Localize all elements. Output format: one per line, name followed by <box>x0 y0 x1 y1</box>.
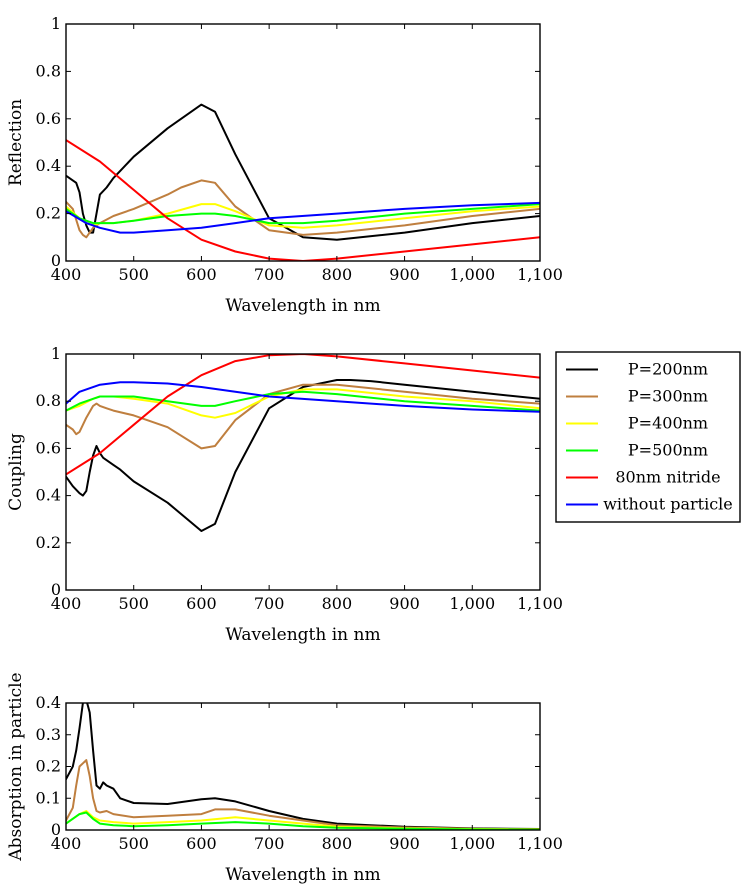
coupling-series-group <box>66 354 540 532</box>
chart-absorption: 400 500 600 700 800 900 1,000 1,100 0 0.1 0.2 0.3 0.… <box>6 672 563 885</box>
absorption-y-axis-label: Absorption in particle <box>6 672 26 861</box>
absorption-series-p-200nm <box>66 703 540 830</box>
legend-label-p-200nm: P=200nm <box>628 360 708 379</box>
absorption-y-tick-label: 0.1 <box>36 788 61 807</box>
absorption-x-tick-label: 900 <box>389 834 420 853</box>
coupling-x-tick-label: 1,100 <box>517 594 563 613</box>
coupling-series-p-400nm <box>66 388 540 419</box>
coupling-y-tick-label: 0.6 <box>36 438 61 457</box>
legend-box <box>555 351 741 523</box>
coupling-x-axis-label: Wavelength in nm <box>225 625 380 645</box>
coupling-x-tick-label: 600 <box>186 594 217 613</box>
absorption-y-tick-label: 0.2 <box>36 757 61 776</box>
coupling-y-tick-label: 0.8 <box>36 391 61 410</box>
coupling-x-tick-label: 1,000 <box>449 594 495 613</box>
coupling-y-tick-label: 0 <box>51 580 61 599</box>
chart-reflection: 400 500 600 700 800 900 1,000 1,100 0 0.2 0.4 0.6 0.… <box>6 14 563 316</box>
legend-label-80nm-nitride: 80nm nitride <box>615 468 720 487</box>
coupling-x-tick-label: 400 <box>51 594 82 613</box>
reflection-x-axis-label: Wavelength in nm <box>225 296 380 316</box>
absorption-series-p-500nm <box>66 811 540 830</box>
absorption-series-group <box>66 703 540 830</box>
coupling-x-tick-label: 700 <box>254 594 285 613</box>
absorption-x-tick-label: 500 <box>118 834 149 853</box>
legend-label-p-300nm: P=300nm <box>628 387 708 406</box>
reflection-x-tick-label: 600 <box>186 265 217 284</box>
coupling-series-p-200nm <box>66 379 540 532</box>
coupling-y-tick-label: 0.2 <box>36 533 61 552</box>
absorption-x-tick-label: 700 <box>254 834 285 853</box>
absorption-x-tick-label: 600 <box>186 834 217 853</box>
absorption-x-tick-label: 400 <box>51 834 82 853</box>
coupling-series-80nm-nitride <box>66 354 540 476</box>
reflection-series-group <box>66 103 540 261</box>
coupling-y-tick-label: 1 <box>51 344 61 363</box>
coupling-series-without-particle <box>66 381 540 413</box>
coupling-x-tick-label: 800 <box>322 594 353 613</box>
reflection-y-tick-label: 0.8 <box>36 61 61 80</box>
coupling-y-axis-label: Coupling <box>6 433 26 511</box>
reflection-y-axis-label: Reflection <box>6 99 26 186</box>
reflection-series-without-particle <box>66 201 540 234</box>
coupling-series-p-300nm <box>66 383 540 450</box>
reflection-x-tick-label: 400 <box>51 265 82 284</box>
absorption-y-tick-label: 0.3 <box>36 725 61 744</box>
reflection-x-tick-label: 900 <box>389 265 420 284</box>
coupling-x-tick-label: 500 <box>118 594 149 613</box>
absorption-y-tick-label: 0 <box>51 820 61 839</box>
reflection-series-p-500nm <box>66 203 540 225</box>
reflection-x-tick-label: 500 <box>118 265 149 284</box>
reflection-x-tick-label: 800 <box>322 265 353 284</box>
absorption-x-axis-label: Wavelength in nm <box>225 865 380 885</box>
legend-label-p-500nm: P=500nm <box>628 441 708 460</box>
reflection-x-tick-label: 1,000 <box>449 265 495 284</box>
reflection-series-p-300nm <box>66 179 540 239</box>
legend-label-p-400nm: P=400nm <box>628 414 708 433</box>
reflection-y-tick-label: 0.4 <box>36 156 61 175</box>
absorption-x-tick-label: 1,000 <box>449 834 495 853</box>
reflection-axes-frame <box>65 23 541 262</box>
reflection-x-tick-label: 1,100 <box>517 265 563 284</box>
reflection-y-tick-label: 0 <box>51 251 61 270</box>
reflection-x-tick-label: 700 <box>254 265 285 284</box>
reflection-y-tick-label: 0.6 <box>36 109 61 128</box>
coupling-y-tick-label: 0.4 <box>36 486 61 505</box>
reflection-series-80nm-nitride <box>66 139 540 261</box>
legend-label-without-particle: without particle <box>603 495 733 514</box>
legend: P=200nm P=300nm P=400nm P=500nm 80nm nitride… <box>555 351 741 523</box>
absorption-axes-frame <box>65 702 541 831</box>
absorption-x-tick-label: 800 <box>322 834 353 853</box>
coupling-axes-frame <box>65 353 541 591</box>
chart-coupling: 400 500 600 700 800 900 1,000 1,100 0 0.2 0.4 0.6 0.… <box>6 344 563 645</box>
coupling-series-p-500nm <box>66 390 540 412</box>
coupling-x-tick-label: 900 <box>389 594 420 613</box>
absorption-series-p-300nm <box>66 759 540 830</box>
reflection-y-tick-label: 1 <box>51 14 61 33</box>
absorption-x-tick-label: 1,100 <box>517 834 563 853</box>
absorption-y-tick-label: 0.4 <box>36 693 61 712</box>
reflection-y-tick-label: 0.2 <box>36 204 61 223</box>
